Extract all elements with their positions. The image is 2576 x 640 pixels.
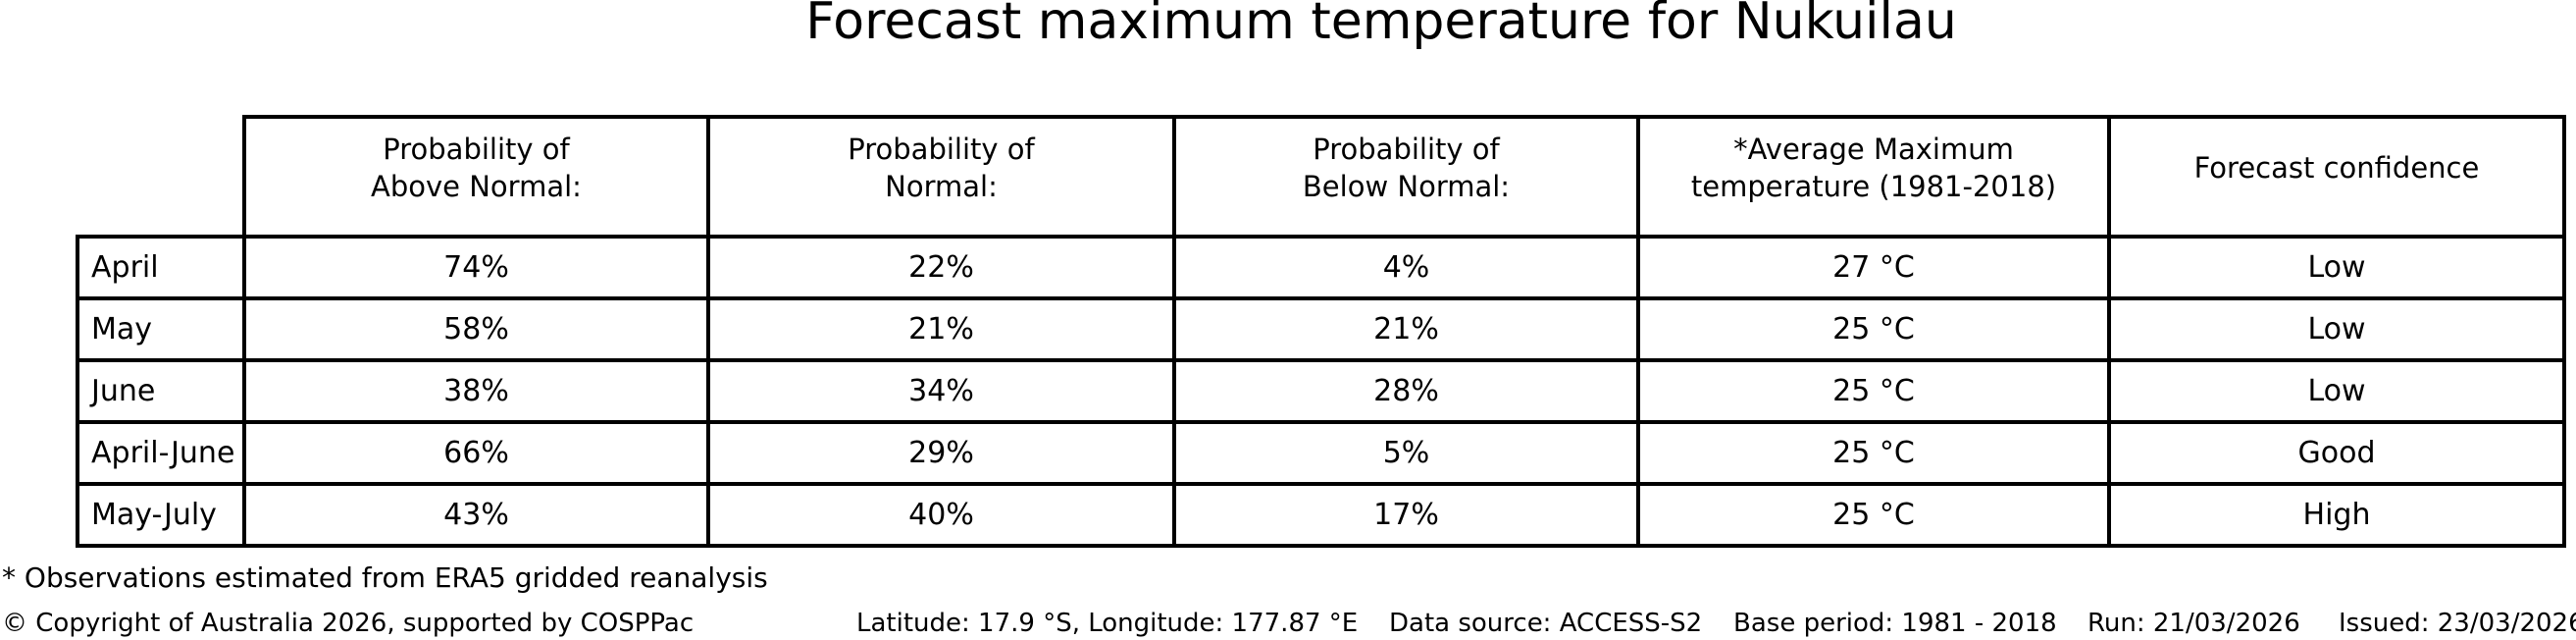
data-cell: 4% bbox=[1172, 235, 1640, 300]
data-cell: Low bbox=[2107, 235, 2566, 300]
table-row: May-July 43% 40% 17% 25 °C High bbox=[76, 482, 2566, 548]
base-period-text: Base period: 1981 - 2018 bbox=[1733, 609, 2057, 638]
row-label-cell: April bbox=[76, 235, 246, 300]
location-text: Latitude: 17.9 °S, Longitude: 177.87 °E bbox=[856, 609, 1359, 638]
data-cell: 29% bbox=[706, 420, 1176, 486]
run-date-text: Run: 21/03/2026 bbox=[2087, 609, 2300, 638]
copyright-text: © Copyright of Australia 2026, supported… bbox=[2, 609, 695, 638]
data-cell: 43% bbox=[242, 482, 710, 548]
data-cell: 17% bbox=[1172, 482, 1640, 548]
table-body: April 74% 22% 4% 27 °C Low May 58% 21% 21% 25 °C Lo… bbox=[76, 235, 2566, 548]
data-source-text: Data source: ACCESS-S2 bbox=[1389, 609, 1703, 638]
data-cell: Low bbox=[2107, 358, 2566, 424]
table-row: April-June 66% 29% 5% 25 °C Good bbox=[76, 420, 2566, 486]
issued-date-text: Issued: 23/03/2026 bbox=[2339, 609, 2576, 638]
data-cell: 21% bbox=[706, 296, 1176, 362]
header-cell-0: Probability of Above Normal: bbox=[242, 115, 710, 239]
data-cell: 5% bbox=[1172, 420, 1640, 486]
table-header: Probability of Above Normal: Probability … bbox=[77, 115, 2566, 239]
data-cell: 34% bbox=[706, 358, 1176, 424]
data-cell: 40% bbox=[706, 482, 1176, 548]
data-cell: High bbox=[2107, 482, 2566, 548]
footnote: * Observations estimated from ERA5 gridd… bbox=[2, 561, 768, 594]
data-cell: 74% bbox=[242, 235, 710, 300]
header-cell-1: Probability of Normal: bbox=[706, 115, 1176, 239]
table-head-row: Probability of Above Normal: Probability … bbox=[77, 115, 2566, 239]
row-label-cell: April-June bbox=[76, 420, 246, 486]
data-cell: 27 °C bbox=[1636, 235, 2111, 300]
row-label-cell: June bbox=[76, 358, 246, 424]
page-title: Forecast maximum temperature for Nukuila… bbox=[805, 0, 1957, 51]
table-row: April 74% 22% 4% 27 °C Low bbox=[76, 235, 2566, 300]
data-cell: Good bbox=[2107, 420, 2566, 486]
data-cell: 22% bbox=[706, 235, 1176, 300]
data-cell: 25 °C bbox=[1636, 358, 2111, 424]
data-cell: 25 °C bbox=[1636, 482, 2111, 548]
table-row: May 58% 21% 21% 25 °C Low bbox=[76, 296, 2566, 362]
data-cell: 25 °C bbox=[1636, 420, 2111, 486]
data-cell: 38% bbox=[242, 358, 710, 424]
data-cell: 28% bbox=[1172, 358, 1640, 424]
data-cell: 21% bbox=[1172, 296, 1640, 362]
data-cell: Low bbox=[2107, 296, 2566, 362]
table-corner-cell bbox=[77, 117, 244, 237]
data-cell: 58% bbox=[242, 296, 710, 362]
row-label-cell: May bbox=[76, 296, 246, 362]
forecast-table: Probability of Above Normal: Probability … bbox=[76, 115, 2566, 548]
row-label-cell: May-July bbox=[76, 482, 246, 548]
header-cell-3: *Average Maximum temperature (1981-2018) bbox=[1636, 115, 2111, 239]
data-cell: 66% bbox=[242, 420, 710, 486]
header-cell-4: Forecast confidence bbox=[2107, 115, 2566, 239]
table-row: June 38% 34% 28% 25 °C Low bbox=[76, 358, 2566, 424]
data-cell: 25 °C bbox=[1636, 296, 2111, 362]
header-cell-2: Probability of Below Normal: bbox=[1172, 115, 1640, 239]
